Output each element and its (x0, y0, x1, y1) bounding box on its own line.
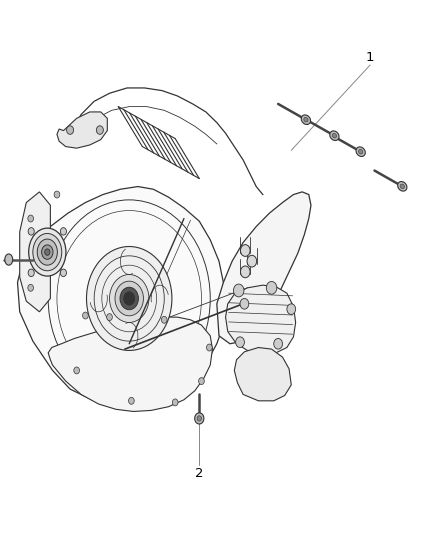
Polygon shape (20, 192, 50, 312)
Ellipse shape (33, 233, 62, 271)
Ellipse shape (82, 312, 88, 319)
Ellipse shape (129, 398, 134, 404)
Ellipse shape (247, 255, 257, 267)
Ellipse shape (240, 266, 250, 278)
Ellipse shape (274, 338, 283, 349)
Ellipse shape (60, 228, 67, 235)
Ellipse shape (236, 337, 244, 348)
Polygon shape (226, 285, 296, 354)
Ellipse shape (240, 298, 249, 309)
Polygon shape (217, 192, 311, 344)
Text: 2: 2 (195, 467, 204, 480)
Ellipse shape (301, 115, 311, 125)
Ellipse shape (266, 281, 277, 294)
Ellipse shape (330, 131, 339, 141)
Ellipse shape (356, 147, 365, 157)
Ellipse shape (74, 367, 79, 374)
Ellipse shape (195, 413, 204, 424)
Ellipse shape (332, 133, 336, 138)
Ellipse shape (240, 245, 250, 256)
Ellipse shape (107, 313, 112, 320)
Ellipse shape (45, 249, 50, 255)
Ellipse shape (398, 182, 407, 191)
Ellipse shape (173, 399, 178, 406)
Polygon shape (48, 317, 212, 411)
Polygon shape (234, 348, 291, 401)
Polygon shape (18, 187, 226, 401)
Ellipse shape (96, 126, 103, 134)
Ellipse shape (197, 416, 201, 421)
Ellipse shape (28, 215, 34, 222)
Text: 1: 1 (366, 51, 374, 63)
Polygon shape (57, 112, 107, 148)
Ellipse shape (29, 228, 66, 276)
Ellipse shape (60, 269, 67, 277)
Ellipse shape (199, 377, 204, 385)
Ellipse shape (233, 284, 244, 297)
Ellipse shape (42, 245, 53, 259)
Ellipse shape (5, 254, 13, 265)
Ellipse shape (28, 269, 34, 277)
Ellipse shape (28, 228, 34, 235)
Ellipse shape (359, 149, 363, 154)
Ellipse shape (287, 304, 296, 314)
Ellipse shape (304, 117, 308, 122)
Ellipse shape (161, 316, 167, 323)
Ellipse shape (115, 281, 143, 316)
Ellipse shape (120, 287, 138, 310)
Ellipse shape (207, 344, 212, 351)
Ellipse shape (37, 239, 57, 265)
Ellipse shape (400, 184, 404, 189)
Ellipse shape (110, 274, 149, 322)
Ellipse shape (124, 292, 134, 305)
Ellipse shape (67, 126, 74, 134)
Ellipse shape (86, 246, 172, 351)
Ellipse shape (28, 285, 34, 291)
Ellipse shape (54, 191, 60, 198)
